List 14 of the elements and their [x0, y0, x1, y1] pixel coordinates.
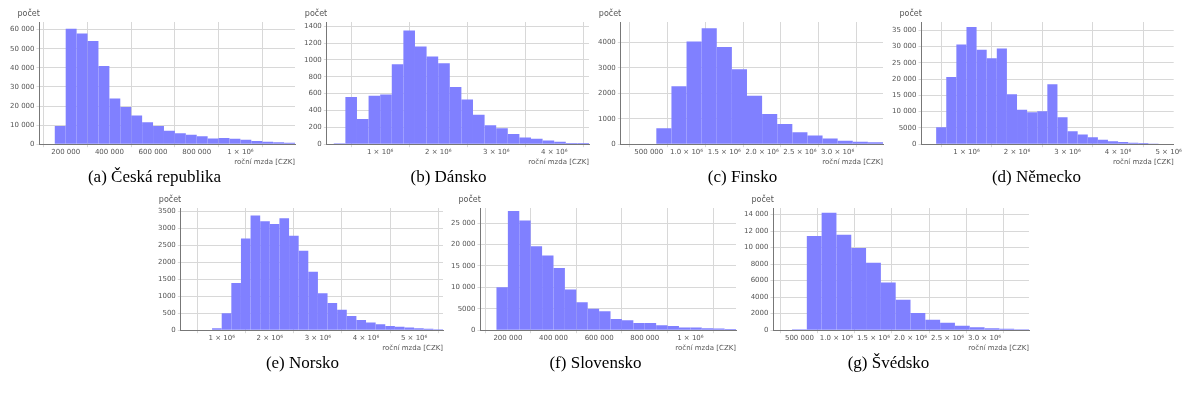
text: (a) Česká republika	[86, 166, 223, 188]
text: (g) Švédsko	[846, 352, 931, 374]
text: (d) Německo	[990, 166, 1083, 188]
y-axis-title: počet	[304, 8, 328, 19]
y-axis-title: počet	[17, 8, 40, 19]
text: (b) Dánsko	[409, 166, 488, 188]
text: (f) Slovensko	[548, 352, 643, 374]
y-axis-title: počet	[751, 194, 774, 205]
y-axis-title: počet	[598, 8, 622, 19]
y-axis-title: počet	[158, 194, 182, 205]
y-axis-title: počet	[899, 8, 922, 19]
text: (e) Norsko	[264, 352, 341, 374]
text: (c) Finsko	[706, 166, 779, 188]
y-axis-title: počet	[458, 194, 481, 205]
